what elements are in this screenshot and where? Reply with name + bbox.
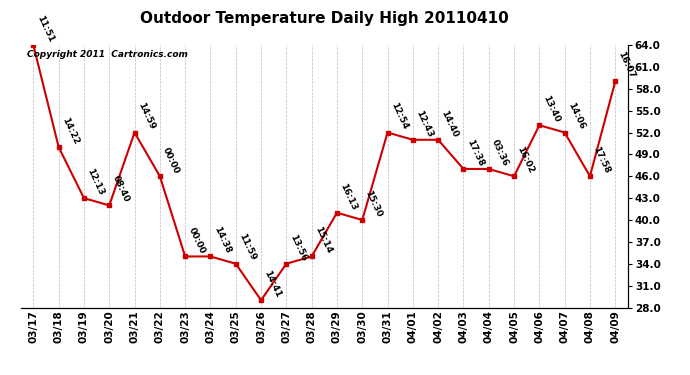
Text: 16:02: 16:02 bbox=[515, 145, 535, 175]
Text: 14:59: 14:59 bbox=[136, 101, 157, 131]
Text: 16:13: 16:13 bbox=[338, 182, 359, 212]
Text: 17:38: 17:38 bbox=[465, 138, 485, 168]
Text: 15:14: 15:14 bbox=[313, 225, 333, 255]
Text: 12:54: 12:54 bbox=[389, 101, 409, 131]
Text: 12:43: 12:43 bbox=[414, 108, 435, 138]
Text: 03:36: 03:36 bbox=[490, 138, 511, 168]
Text: 00:00: 00:00 bbox=[161, 146, 181, 175]
Text: 11:59: 11:59 bbox=[237, 232, 257, 262]
Text: 15:30: 15:30 bbox=[364, 189, 384, 219]
Text: 11:51: 11:51 bbox=[34, 14, 55, 44]
Text: 00:00: 00:00 bbox=[186, 226, 206, 255]
Text: 12:13: 12:13 bbox=[86, 167, 106, 197]
Text: 14:22: 14:22 bbox=[60, 116, 80, 146]
Text: 14:38: 14:38 bbox=[212, 225, 232, 255]
Text: 16:07: 16:07 bbox=[617, 50, 637, 80]
Text: 08:40: 08:40 bbox=[110, 174, 131, 204]
Text: Copyright 2011  Cartronics.com: Copyright 2011 Cartronics.com bbox=[27, 50, 188, 59]
Text: 14:06: 14:06 bbox=[566, 101, 586, 131]
Text: 17:58: 17:58 bbox=[591, 145, 611, 175]
Text: 14:41: 14:41 bbox=[262, 269, 283, 299]
Text: 13:56: 13:56 bbox=[288, 232, 308, 262]
Text: 14:40: 14:40 bbox=[440, 108, 460, 138]
Text: Outdoor Temperature Daily High 20110410: Outdoor Temperature Daily High 20110410 bbox=[140, 11, 509, 26]
Text: 13:40: 13:40 bbox=[541, 94, 561, 124]
